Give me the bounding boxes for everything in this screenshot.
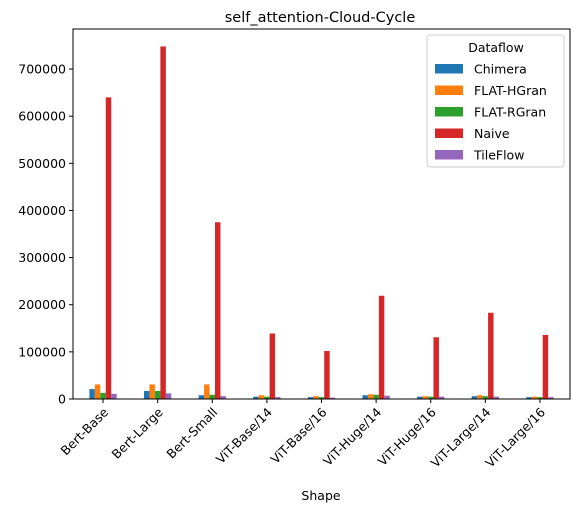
bar-flat-rgran-bert-base xyxy=(100,393,105,399)
bar-flat-hgran-vit-huge-14 xyxy=(368,394,373,399)
legend-label: FLAT-HGran xyxy=(474,83,547,98)
y-tick-label: 200000 xyxy=(18,297,66,312)
y-tick-label: 100000 xyxy=(18,344,66,359)
legend-swatch xyxy=(435,150,463,160)
legend-swatch xyxy=(435,64,463,74)
bar-naive-bert-base xyxy=(106,97,111,399)
legend-swatch xyxy=(435,107,463,117)
legend-label: FLAT-RGran xyxy=(474,105,546,120)
bar-chimera-bert-large xyxy=(144,391,149,399)
legend-swatch xyxy=(435,129,463,139)
y-tick-label: 500000 xyxy=(18,156,66,171)
bar-naive-bert-large xyxy=(160,46,165,399)
bar-flat-hgran-vit-base-14 xyxy=(259,395,264,399)
bar-flat-rgran-vit-huge-14 xyxy=(373,395,378,399)
bar-naive-vit-large-16 xyxy=(543,335,548,399)
legend-label: TileFlow xyxy=(473,148,524,163)
y-tick-label: 300000 xyxy=(18,250,66,265)
bar-flat-hgran-bert-small xyxy=(204,384,209,399)
bar-chimera-bert-small xyxy=(199,395,204,399)
x-tick-label: Bert-Large xyxy=(108,404,165,461)
bar-tileflow-bert-base xyxy=(111,394,116,399)
legend: Dataflow Chimera FLAT-HGran FLAT-RGran Naiv… xyxy=(427,35,564,167)
bar-naive-vit-huge-16 xyxy=(433,337,438,399)
bar-flat-hgran-bert-large xyxy=(149,384,154,399)
y-axis: 0 100000 200000 300000 400000 500000 600000 700… xyxy=(18,62,73,407)
legend-title: Dataflow xyxy=(468,40,524,55)
y-tick-label: 700000 xyxy=(18,62,66,77)
bar-chimera-vit-huge-14 xyxy=(362,395,367,399)
chart-title: self_attention-Cloud-Cycle xyxy=(225,10,416,26)
bar-naive-bert-small xyxy=(215,222,220,399)
bar-naive-vit-huge-14 xyxy=(379,296,384,399)
x-tick-label: Bert-Small xyxy=(163,405,220,462)
x-tick-label: Bert-Base xyxy=(58,404,112,458)
bar-flat-hgran-bert-base xyxy=(95,384,100,399)
legend-swatch xyxy=(435,86,463,96)
legend-label: Chimera xyxy=(474,62,527,77)
x-tick-label: ViT-Base/14 xyxy=(213,404,275,466)
bar-flat-hgran-vit-large-14 xyxy=(477,395,482,399)
bar-chimera-bert-base xyxy=(89,389,94,399)
y-tick-label: 0 xyxy=(58,392,66,407)
bar-tileflow-bert-large xyxy=(166,393,171,399)
bar-naive-vit-base-16 xyxy=(324,351,329,399)
bar-naive-vit-large-14 xyxy=(488,313,493,399)
x-axis-label: Shape xyxy=(301,488,340,503)
legend-label: Naive xyxy=(474,126,510,141)
x-axis: Bert-BaseBert-LargeBert-SmallViT-Base/14… xyxy=(58,399,549,470)
bar-naive-vit-base-14 xyxy=(270,333,275,399)
y-tick-label: 600000 xyxy=(18,109,66,124)
bar-flat-rgran-bert-small xyxy=(210,395,215,399)
y-tick-label: 400000 xyxy=(18,203,66,218)
bar-flat-rgran-bert-large xyxy=(155,391,160,399)
